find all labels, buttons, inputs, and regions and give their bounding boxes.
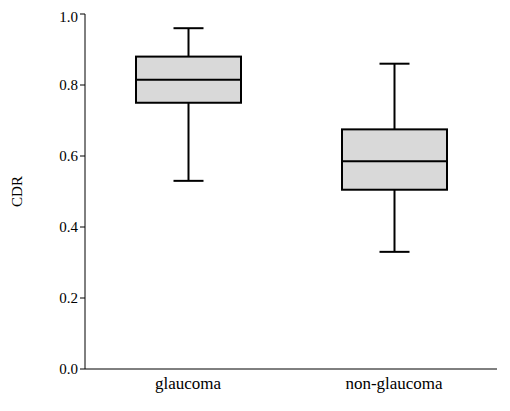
svg-text:0.6: 0.6 (59, 148, 78, 164)
svg-text:non-glaucoma: non-glaucoma (345, 374, 443, 393)
svg-text:glaucoma: glaucoma (155, 374, 222, 393)
svg-text:CDR: CDR (9, 176, 25, 207)
svg-text:0.0: 0.0 (59, 361, 78, 377)
svg-text:1.0: 1.0 (59, 9, 78, 25)
svg-text:0.2: 0.2 (59, 290, 78, 306)
svg-text:0.4: 0.4 (59, 219, 78, 235)
svg-text:0.8: 0.8 (59, 77, 78, 93)
